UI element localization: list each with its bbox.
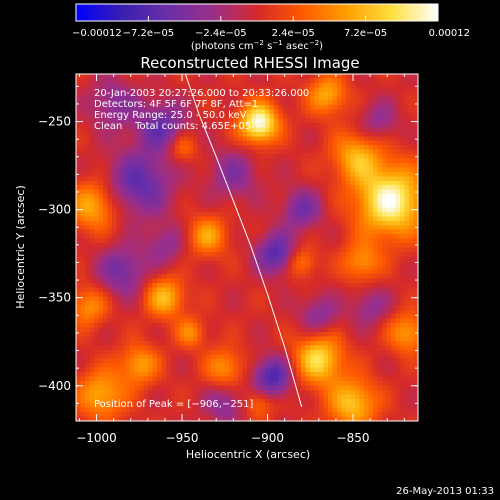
colorbar-tick-label: 0.00012 (429, 28, 470, 39)
y-tick-label: −400 (38, 379, 71, 393)
colorbar-units: (photons cm−2 s−1 asec−2) (191, 39, 323, 52)
colorbar-tick-label: −0.00012 (72, 28, 122, 39)
peak-position-label: Position of Peak = [−906,−251] (94, 399, 253, 410)
x-axis-label: Heliocentric X (arcsec) (186, 448, 310, 461)
x-tick-label: −1000 (76, 431, 117, 445)
y-axis-ticks: −250 −300 −350 −400 (38, 85, 418, 422)
info-energy-range: Energy Range: 25.0 - 50.0 keV (94, 110, 247, 121)
chart-title: Reconstructed RHESSI Image (140, 54, 359, 72)
info-time-range: 20-Jan-2003 20:27:26.000 to 20:33:26.000 (94, 88, 309, 99)
y-tick-label: −300 (38, 203, 71, 217)
footer-timestamp: 26-May-2013 01:33 (396, 486, 494, 497)
x-axis-ticks: −1000 −950 −900 −850 (76, 74, 405, 445)
info-clean-counts: Clean Total counts: 4.65E+05 (94, 121, 251, 132)
y-tick-label: −250 (38, 115, 71, 129)
colorbar-ticks: −0.00012 −7.2e−05 −2.4e−05 2.4e−05 7.2e−05 0.… (72, 16, 470, 39)
colorbar-gradient (76, 4, 438, 21)
heatmap-image (76, 74, 418, 421)
colorbar-tick-label: 2.4e−05 (272, 28, 315, 39)
y-tick-label: −350 (38, 291, 71, 305)
info-detectors: Detectors: 4F 5F 6F 7F 8F, Att=1 (94, 99, 258, 110)
x-tick-label: −950 (166, 431, 199, 445)
x-tick-label: −850 (337, 431, 370, 445)
x-tick-label: −900 (251, 431, 284, 445)
colorbar-tick-label: 7.2e−05 (344, 28, 387, 39)
observation-info: 20-Jan-2003 20:27:26.000 to 20:33:26.000… (94, 88, 309, 132)
colorbar-tick-label: −7.2e−05 (123, 28, 175, 39)
colorbar-tick-label: −2.4e−05 (195, 28, 247, 39)
solar-limb-line (184, 74, 303, 408)
plot-frame (75, 73, 419, 422)
colorbar: −0.00012 −7.2e−05 −2.4e−05 2.4e−05 7.2e−05 0.… (72, 3, 470, 52)
y-axis-label: Heliocentric Y (arcsec) (14, 185, 27, 309)
